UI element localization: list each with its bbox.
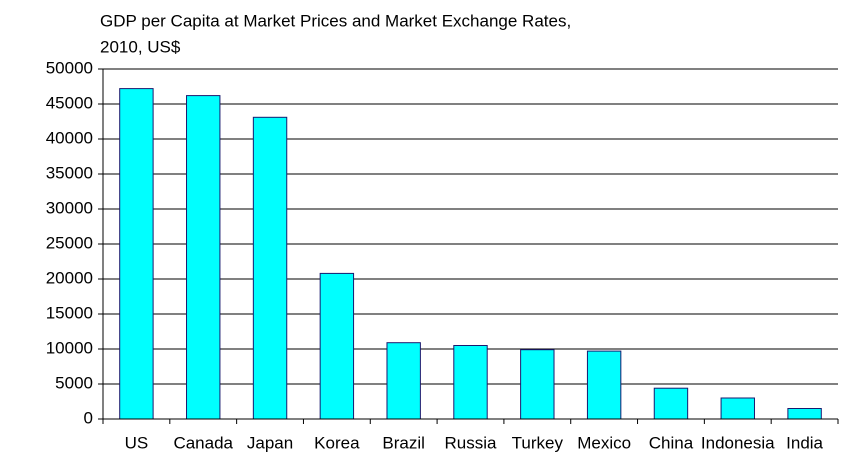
- y-tick-label: 35000: [46, 163, 93, 182]
- bar: [386, 342, 421, 420]
- bar: [119, 88, 154, 420]
- x-tick-label: Japan: [247, 433, 293, 452]
- x-tick-label: Turkey: [512, 433, 564, 452]
- x-tick-label: China: [649, 433, 694, 452]
- bar: [720, 397, 755, 420]
- bar: [453, 345, 488, 420]
- x-tick-label: Mexico: [577, 433, 631, 452]
- x-tick-label: Brazil: [382, 433, 425, 452]
- x-tick-label: Indonesia: [701, 433, 775, 452]
- x-tick-label: Korea: [314, 433, 360, 452]
- bar: [319, 272, 355, 420]
- bar: [520, 349, 555, 420]
- x-tick-label: US: [125, 433, 149, 452]
- bar: [787, 408, 822, 420]
- y-tick-label: 40000: [46, 128, 93, 147]
- y-tick-label: 5000: [55, 373, 93, 392]
- bar: [252, 116, 288, 420]
- x-tick-label: Canada: [173, 433, 233, 452]
- y-tick-label: 30000: [46, 198, 93, 217]
- bar: [586, 350, 622, 420]
- y-tick-label: 20000: [46, 268, 93, 287]
- bar: [653, 387, 689, 420]
- bar: [186, 95, 221, 420]
- x-tick-label: India: [786, 433, 823, 452]
- y-tick-label: 45000: [46, 93, 93, 112]
- y-tick-label: 10000: [46, 338, 93, 357]
- chart-title: 2010, US$: [100, 37, 181, 56]
- y-tick-label: 0: [84, 408, 93, 427]
- x-tick-label: Russia: [445, 433, 498, 452]
- chart-title: GDP per Capita at Market Prices and Mark…: [100, 11, 571, 30]
- y-tick-label: 15000: [46, 303, 93, 322]
- y-tick-label: 50000: [46, 58, 93, 77]
- y-tick-label: 25000: [46, 233, 93, 252]
